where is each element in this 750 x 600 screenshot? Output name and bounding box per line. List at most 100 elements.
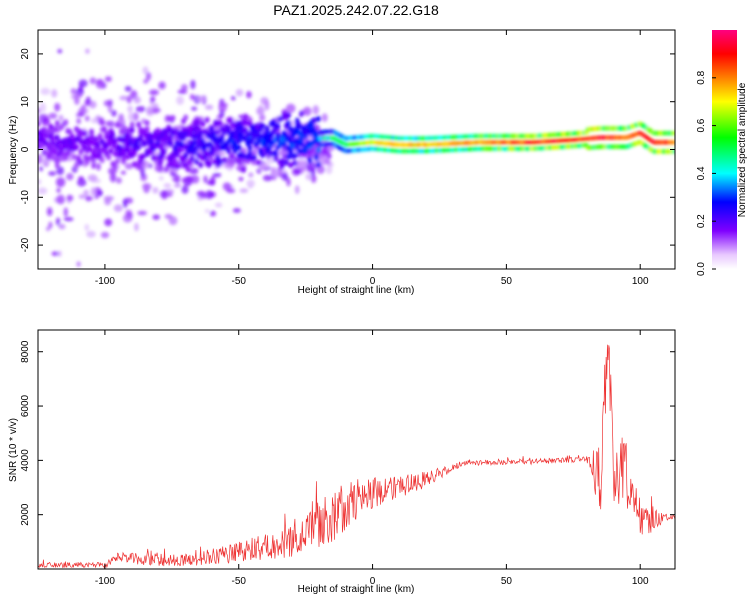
spectrogram-cell <box>157 135 163 142</box>
spectrogram-noise-cell <box>122 213 133 223</box>
spectrogram-cell <box>91 162 97 169</box>
spectrogram-noise-cell <box>248 184 253 189</box>
spectrogram-cell <box>286 120 291 127</box>
spectrogram-noise-cell <box>121 128 131 136</box>
colorbar-tick-label: 0.8 <box>696 70 707 84</box>
spectrogram-cell <box>125 153 131 160</box>
spectrogram-cell <box>50 154 56 161</box>
spectrogram-cell <box>273 155 279 162</box>
spectrogram-noise-cell <box>235 89 244 97</box>
spectrogram-noise-cell <box>227 159 235 169</box>
colorbar: 0.0 0.2 0.4 0.6 0.8 Normalized spectral ampl… <box>696 30 748 276</box>
spectrogram-ridge-cell <box>371 140 377 145</box>
spectrogram-cell <box>116 122 122 129</box>
spectrogram-ridge-cell <box>394 142 399 147</box>
spectrogram-noise-cell <box>310 168 316 177</box>
spectrogram-cell <box>46 153 52 160</box>
spectrogram-noise-cell <box>305 173 312 181</box>
spectrogram-noise-cell <box>137 210 147 216</box>
spectrogram-cell <box>127 137 133 144</box>
spectrogram-noise-cell <box>312 105 320 115</box>
spectrogram-cell <box>279 158 285 165</box>
spectrogram-noise-cell <box>56 194 66 205</box>
spectrogram-noise-cell <box>226 188 236 194</box>
spectrogram-noise-cell <box>189 167 199 175</box>
spectrogram-cell <box>183 152 189 159</box>
spectrogram-cell <box>116 152 122 159</box>
spectrogram-noise-cell <box>302 106 312 117</box>
spectrogram-noise-cell <box>124 85 132 92</box>
spectrogram-ridge-cell <box>407 143 412 147</box>
spectrogram-ridge-cell <box>384 142 390 146</box>
spectrogram-cell <box>170 151 176 158</box>
spectrogram-noise-cell <box>214 202 223 208</box>
spectrogram-ridge-cell <box>612 135 618 140</box>
spectrogram-noise-cell <box>118 113 124 121</box>
spectrogram-noise-cell <box>89 77 97 85</box>
snr-x-tick-label: -100 <box>95 576 115 587</box>
spectrogram-cell <box>174 163 180 170</box>
spectrogram-ridge-cell <box>513 140 518 144</box>
spectrogram-ridge-cell <box>391 142 396 146</box>
spectrogram-ridge-cell <box>494 140 499 144</box>
spectrogram-ridge-cell <box>664 140 669 144</box>
spectrogram-ridge-cell <box>564 138 570 142</box>
spectrogram-noise-cell <box>135 105 146 113</box>
spectrogram-cell <box>78 149 84 156</box>
spectrogram-cell <box>204 116 210 123</box>
spectrogram-noise-cell <box>55 177 66 188</box>
spectrogram-noise-cell <box>103 100 112 107</box>
spectrogram-noise-cell <box>259 113 266 122</box>
spectrogram-ridge-cell <box>484 140 489 144</box>
spectrogram-cell <box>296 123 302 130</box>
colorbar-tick-label: 0.6 <box>696 118 707 132</box>
spectrogram-cell <box>275 123 281 130</box>
spectrogram-noise-cell <box>58 223 66 230</box>
spectrogram-noise-cell <box>203 175 208 184</box>
spectrogram-cell <box>215 143 221 150</box>
spectrogram-noise-cell <box>120 170 127 175</box>
spectrogram-noise-cell <box>165 192 173 198</box>
spectrogram-ridge-cell <box>461 141 467 145</box>
spectrogram-noise-cell <box>218 151 226 156</box>
spectrogram-noise-cell <box>41 116 51 126</box>
spectrogram-noise-cell <box>282 153 287 160</box>
spectrogram-cell <box>213 135 219 142</box>
spectrogram-ridge-cell <box>600 135 605 140</box>
spectrogram-x-axis: -100 -50 0 50 100 <box>95 30 649 287</box>
spectrogram-cell <box>74 126 79 133</box>
spectrogram-noise-cell <box>132 112 139 121</box>
spectrogram-noise-cell <box>152 214 161 220</box>
spectrogram-ridge-cell <box>429 142 435 147</box>
spectrogram-cell <box>206 132 212 139</box>
spectrogram-cell <box>243 113 249 120</box>
spectrogram-noise-cell <box>189 93 195 101</box>
spectrogram-cell <box>316 147 321 154</box>
spectrogram-noise-cell <box>173 183 182 188</box>
spectrogram-cell <box>311 117 317 124</box>
spectrogram-ridge-cell <box>522 140 528 144</box>
spectrogram-noise-cell <box>294 185 300 195</box>
spectrogram-ridge-cell <box>548 139 554 143</box>
spectrogram-ridge-cell <box>603 135 608 140</box>
spectrogram-ridge-cell <box>381 141 386 145</box>
spectrogram-cell <box>89 135 94 142</box>
spectrogram-ridge-cell <box>481 140 486 144</box>
spectrogram-cell <box>198 162 204 169</box>
spectrogram-x-tick-label: -100 <box>95 276 115 287</box>
spectrogram-cell <box>273 149 279 156</box>
spectrogram-cell <box>168 135 174 142</box>
spectrogram-ridge-cell <box>375 141 380 145</box>
spectrogram-cell <box>149 138 154 145</box>
spectrogram-cell <box>279 162 285 169</box>
spectrogram-noise-cell <box>109 172 117 183</box>
spectrogram-cell <box>76 118 82 125</box>
spectrogram-y-axis: -20 -10 0 10 20 <box>20 48 675 252</box>
spectrogram-noise-cell <box>310 174 317 183</box>
spectrogram-cell <box>84 115 90 122</box>
spectrogram-noise-cell <box>222 182 232 191</box>
spectrogram-noise-cell <box>119 95 129 101</box>
spectrogram-cell <box>63 119 69 126</box>
spectrogram-cell <box>39 143 45 150</box>
snr-y-axis: 2000 4000 6000 8000 <box>20 340 675 526</box>
